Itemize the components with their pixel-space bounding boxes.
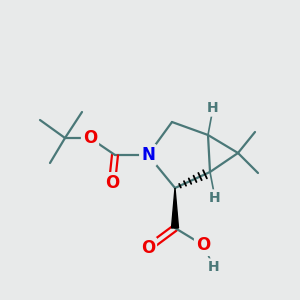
Text: H: H bbox=[207, 101, 219, 115]
Text: O: O bbox=[141, 239, 155, 257]
Text: O: O bbox=[83, 129, 97, 147]
Text: O: O bbox=[196, 236, 210, 254]
Text: H: H bbox=[209, 191, 221, 205]
Text: O: O bbox=[105, 174, 119, 192]
Text: N: N bbox=[141, 146, 155, 164]
Polygon shape bbox=[172, 188, 178, 228]
Text: H: H bbox=[208, 260, 220, 274]
